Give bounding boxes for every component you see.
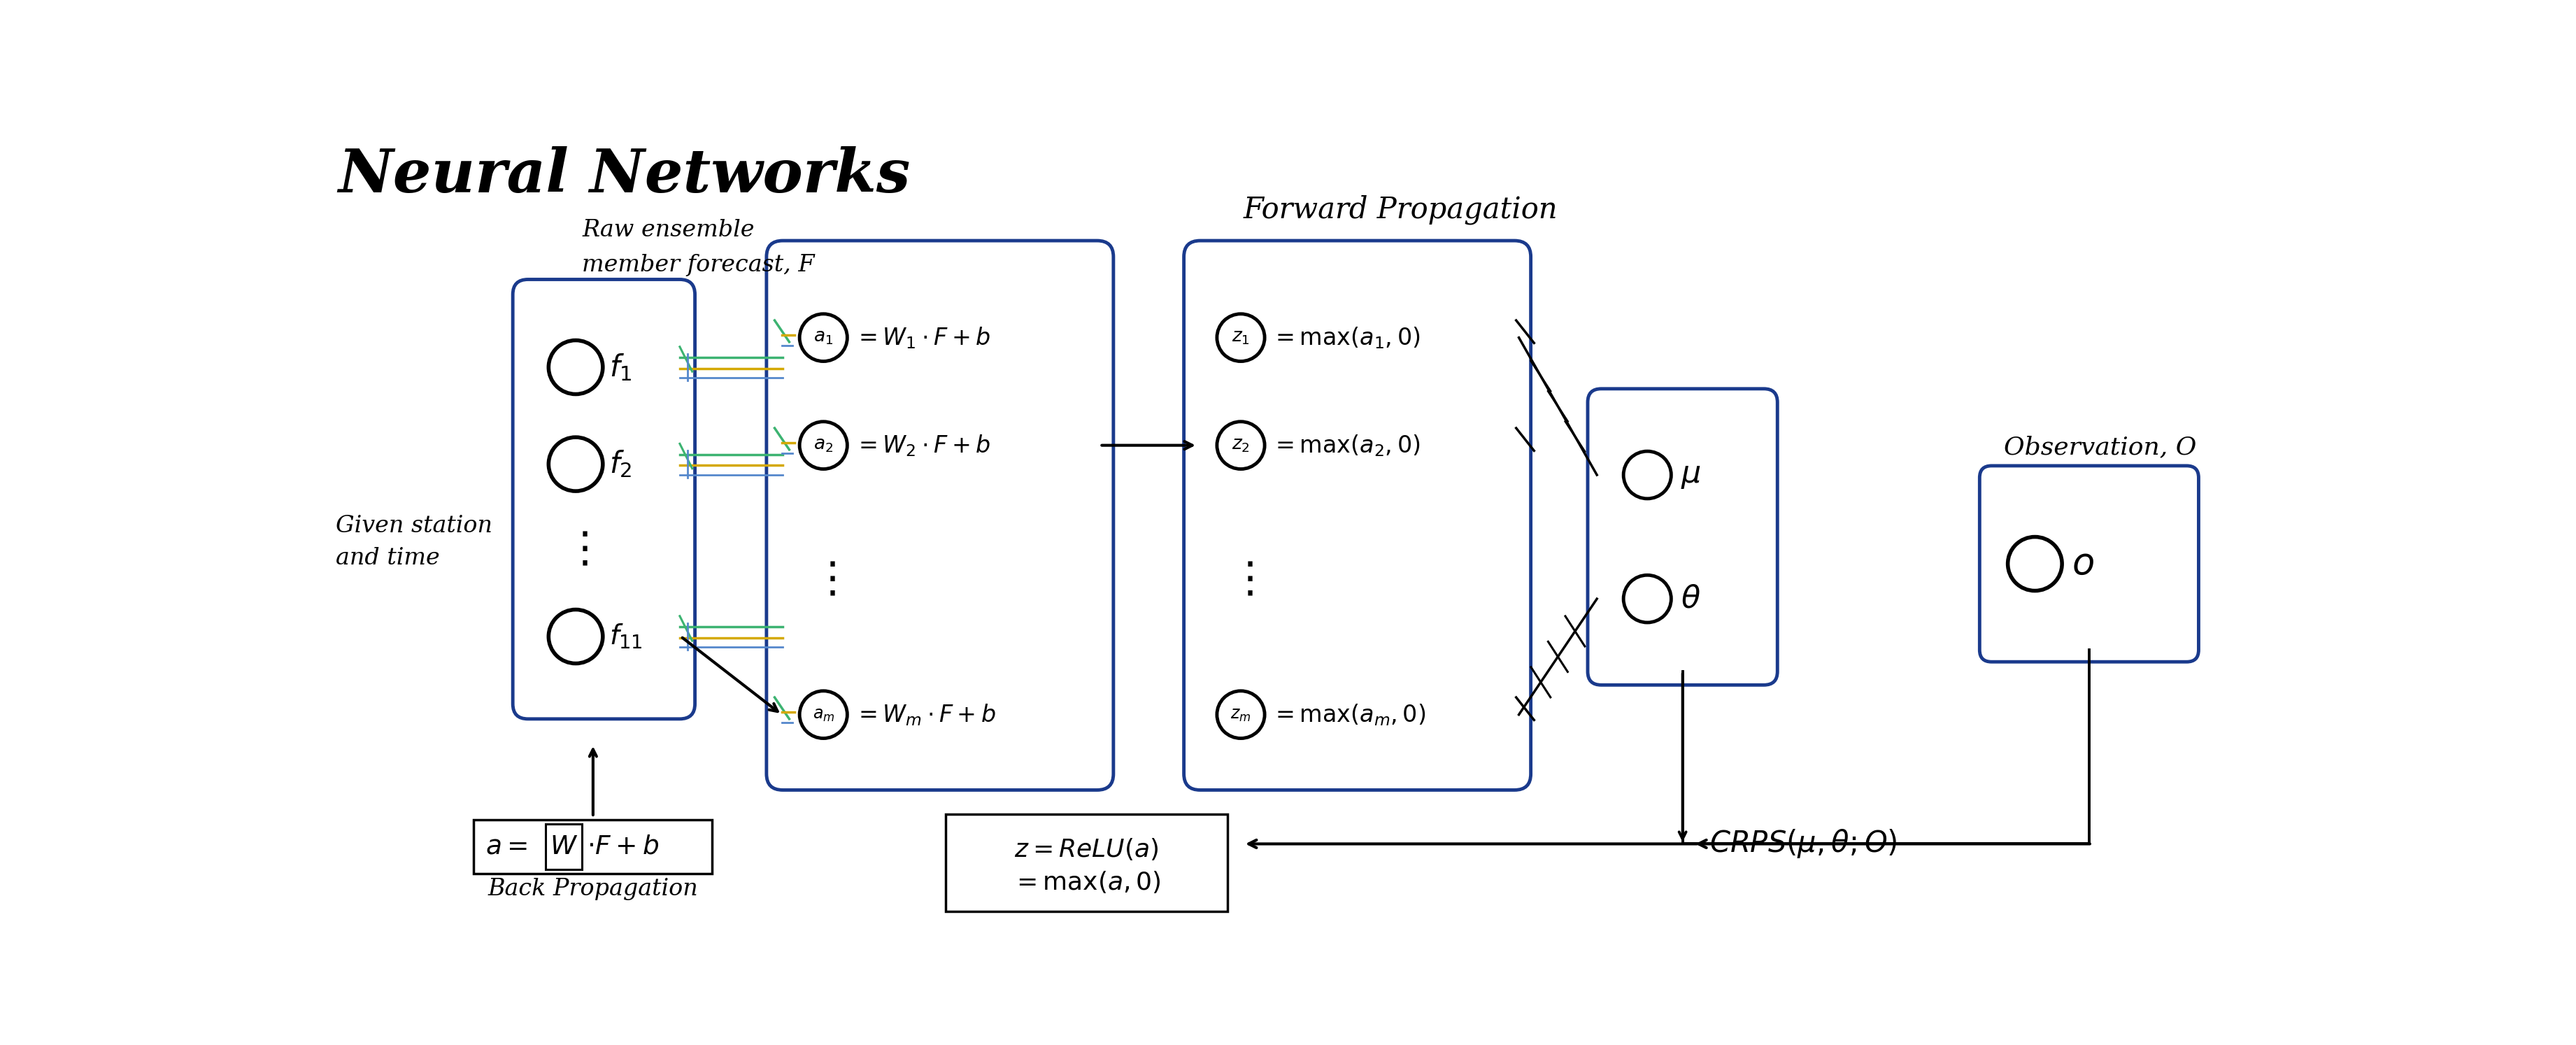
Text: Raw ensemble: Raw ensemble (582, 218, 755, 241)
Text: $f_1$: $f_1$ (611, 352, 631, 382)
Text: $\vdots$: $\vdots$ (1229, 559, 1255, 601)
Text: $a_2$: $a_2$ (814, 437, 832, 455)
Text: $W$: $W$ (549, 834, 577, 859)
Text: $= \max(a, 0)$: $= \max(a, 0)$ (1012, 869, 1162, 895)
Text: and time: and time (335, 548, 440, 570)
FancyBboxPatch shape (1587, 389, 1777, 684)
Circle shape (1623, 575, 1672, 623)
Text: $\cdot F + b$: $\cdot F + b$ (587, 834, 659, 859)
Text: $\vdots$: $\vdots$ (564, 530, 587, 572)
Circle shape (549, 437, 603, 491)
Text: $a_1$: $a_1$ (814, 329, 832, 346)
Circle shape (549, 341, 603, 394)
Bar (945, 814, 1226, 911)
Text: $= W_m \cdot F + b$: $= W_m \cdot F + b$ (853, 702, 997, 727)
FancyBboxPatch shape (768, 240, 1113, 790)
Text: $= W_1 \cdot F + b$: $= W_1 \cdot F + b$ (853, 325, 989, 350)
Text: $a_m$: $a_m$ (811, 706, 835, 723)
Circle shape (799, 421, 848, 469)
Text: $a = $: $a = $ (487, 834, 528, 859)
Text: $\theta$: $\theta$ (1682, 584, 1700, 613)
Text: Back Propagation: Back Propagation (487, 878, 698, 900)
FancyBboxPatch shape (513, 279, 696, 719)
Circle shape (549, 609, 603, 664)
Text: $o$: $o$ (2071, 545, 2094, 582)
Circle shape (1216, 421, 1265, 469)
Bar (546, 823, 582, 869)
Text: $= \max(a_m, 0)$: $= \max(a_m, 0)$ (1270, 702, 1427, 727)
Bar (474, 819, 714, 874)
Circle shape (1216, 691, 1265, 739)
Circle shape (2007, 537, 2061, 590)
Circle shape (799, 314, 848, 362)
Circle shape (799, 691, 848, 739)
Text: Neural Networks: Neural Networks (337, 146, 912, 205)
Text: $\mu$: $\mu$ (1682, 460, 1700, 490)
Text: $z_2$: $z_2$ (1231, 437, 1249, 455)
Text: $f_2$: $f_2$ (611, 448, 631, 480)
Text: $\vdots$: $\vdots$ (811, 559, 835, 601)
Text: $= \max(a_1, 0)$: $= \max(a_1, 0)$ (1270, 325, 1419, 350)
Text: $= W_2 \cdot F + b$: $= W_2 \cdot F + b$ (853, 433, 989, 458)
Text: $z_1$: $z_1$ (1231, 329, 1249, 346)
FancyBboxPatch shape (1978, 466, 2197, 661)
Text: $f_{11}$: $f_{11}$ (611, 623, 644, 651)
Text: $z_m$: $z_m$ (1231, 706, 1252, 723)
Text: $= \max(a_2, 0)$: $= \max(a_2, 0)$ (1270, 433, 1419, 458)
Text: $CRPS(\mu, \theta; O)$: $CRPS(\mu, \theta; O)$ (1710, 828, 1899, 860)
Circle shape (1216, 314, 1265, 362)
Text: Observation, O: Observation, O (2004, 435, 2197, 459)
Text: member forecast, F: member forecast, F (582, 254, 814, 276)
Circle shape (1623, 451, 1672, 498)
Text: Forward Propagation: Forward Propagation (1244, 194, 1558, 225)
FancyBboxPatch shape (1185, 240, 1530, 790)
Text: Given station: Given station (335, 515, 492, 537)
Text: $z = ReLU(a)$: $z = ReLU(a)$ (1015, 837, 1159, 862)
